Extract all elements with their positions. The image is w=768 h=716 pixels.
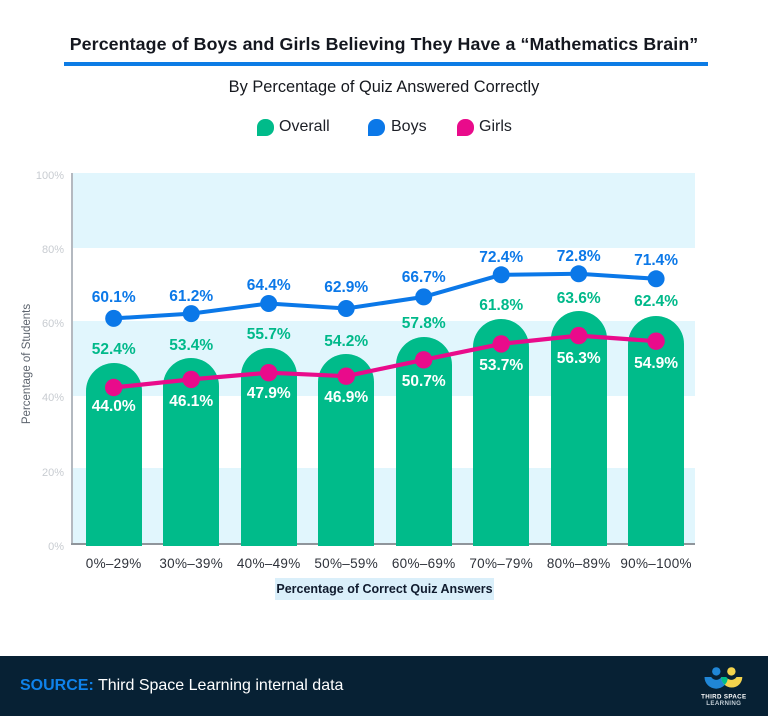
svg-text:LEARNING: LEARNING xyxy=(706,700,741,707)
svg-text:THIRD SPACE: THIRD SPACE xyxy=(701,693,746,700)
